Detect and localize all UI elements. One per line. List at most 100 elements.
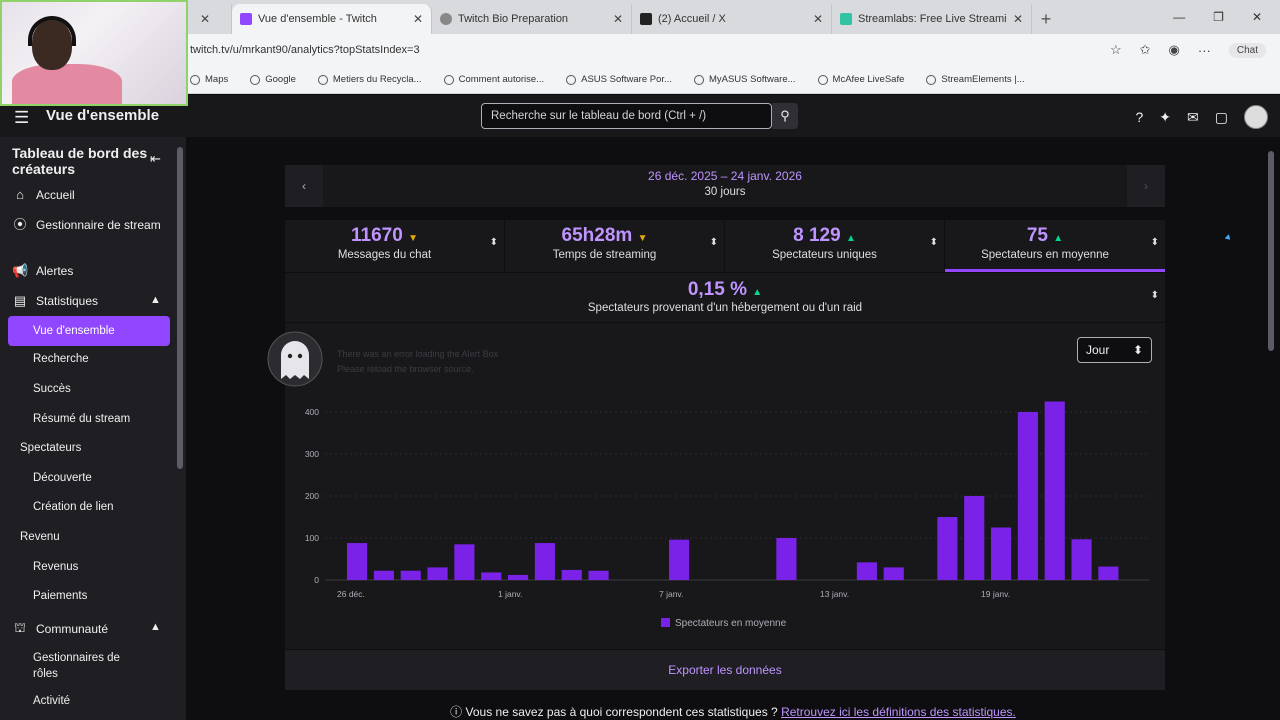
favorites-icon[interactable]: ✩ xyxy=(1139,42,1151,57)
help-icon[interactable]: ? xyxy=(1135,109,1144,125)
bookmark-item[interactable]: McAfee LiveSafe xyxy=(817,74,904,85)
chart-bar[interactable] xyxy=(508,574,529,580)
sidebar-item-accueil[interactable]: ⌂ Accueil xyxy=(12,187,170,202)
chart-bar[interactable] xyxy=(937,517,958,580)
stat-card-average-viewers[interactable]: 75 ▲ Spectateurs en moyenne ⬍ xyxy=(945,220,1165,272)
chart-bar[interactable] xyxy=(400,570,421,580)
sidebar-item-revenus[interactable]: Revenus xyxy=(33,561,79,573)
previous-period-button[interactable]: ‹ xyxy=(285,165,323,207)
stat-card-hosts-raids[interactable]: 0,15 % ▲ Spectateurs provenant d'un hébe… xyxy=(285,272,1165,322)
chart-bar[interactable] xyxy=(481,572,502,580)
close-icon[interactable]: ✕ xyxy=(1012,12,1023,26)
browser-tab-1[interactable]: Vue d'ensemble - Twitch ✕ xyxy=(232,4,432,34)
chart-bar[interactable] xyxy=(454,544,475,580)
chart-bar[interactable] xyxy=(561,569,582,580)
avatar[interactable] xyxy=(1244,105,1268,129)
minimize-icon[interactable]: — xyxy=(1173,10,1186,24)
chart-bar[interactable] xyxy=(856,562,877,580)
ghost-icon xyxy=(267,331,323,387)
chart-bar[interactable] xyxy=(776,538,797,580)
bookmark-item[interactable]: MyASUS Software... xyxy=(693,74,796,85)
stat-card-stream-time[interactable]: 65h28m ▼ Temps de streaming ⬍ xyxy=(505,220,725,272)
sidebar-item-recherche[interactable]: Recherche xyxy=(33,353,89,365)
browser-tab-0[interactable]: ✕ xyxy=(0,4,232,34)
chart-bar[interactable] xyxy=(1098,566,1119,580)
sidebar-item-statistiques[interactable]: ▤ Statistiques xyxy=(12,293,170,309)
sidebar-scrollbar[interactable] xyxy=(177,147,183,469)
chart-bar[interactable] xyxy=(1071,539,1092,580)
creator-tools-icon[interactable]: ✦ xyxy=(1159,108,1172,125)
chart-bar[interactable] xyxy=(669,539,690,580)
url-field[interactable]: twitch.tv/u/mrkant90/analytics?topStatsI… xyxy=(190,44,420,56)
main-scrollbar[interactable] xyxy=(1268,151,1274,351)
next-period-button[interactable]: › xyxy=(1127,165,1165,207)
chart-bar[interactable] xyxy=(427,567,448,580)
copilot-chat-button[interactable]: Chat xyxy=(1228,42,1266,58)
stats-definitions-link[interactable]: Retrouvez ici les définitions des statis… xyxy=(781,705,1016,719)
sidebar-item-succes[interactable]: Succès xyxy=(33,383,71,395)
stat-card-chat-messages[interactable]: 11670 ▼ Messages du chat ⬍ xyxy=(285,220,505,272)
whispers-icon[interactable]: ▢ xyxy=(1214,108,1228,125)
chart-bar[interactable] xyxy=(347,543,368,580)
sidebar-item-roles[interactable]: Gestionnaires de rôles xyxy=(33,652,120,680)
chart-bar[interactable] xyxy=(1044,401,1065,581)
bookmark-item[interactable]: StreamElements |... xyxy=(926,74,1025,85)
sort-icon[interactable]: ⬍ xyxy=(489,237,498,248)
chart-bar[interactable] xyxy=(373,570,394,580)
sidebar-item-activite[interactable]: Activité xyxy=(33,695,71,707)
close-icon[interactable]: ✕ xyxy=(200,12,211,26)
dashboard-search-input[interactable] xyxy=(481,103,772,129)
sort-icon[interactable]: ⬍ xyxy=(929,237,938,248)
sidebar-item-creation-lien[interactable]: Création de lien xyxy=(33,501,114,513)
sort-icon[interactable]: ⬍ xyxy=(709,237,718,248)
chart-bar[interactable] xyxy=(1017,412,1038,580)
collapse-sidebar-icon[interactable]: ⇤ xyxy=(150,151,161,166)
page-title: Vue d'ensemble xyxy=(46,107,160,124)
sidebar-item-vue-ensemble[interactable]: Vue d'ensemble xyxy=(8,316,170,346)
close-window-icon[interactable]: ✕ xyxy=(1251,10,1262,24)
chart-bar[interactable] xyxy=(991,527,1012,581)
sidebar-item-stream-manager[interactable]: ⦿ Gestionnaire de stream xyxy=(12,217,170,233)
bookmark-item[interactable]: Maps xyxy=(190,74,228,85)
sidebar-item-paiements[interactable]: Paiements xyxy=(33,590,88,602)
maximize-icon[interactable]: ❐ xyxy=(1213,10,1224,24)
close-icon[interactable]: ✕ xyxy=(612,12,623,26)
close-icon[interactable]: ✕ xyxy=(412,12,423,26)
chart-bar[interactable] xyxy=(534,543,555,580)
address-bar: twitch.tv/u/mrkant90/analytics?topStatsI… xyxy=(0,34,1280,66)
bookmark-item[interactable]: Metiers du Recycla... xyxy=(317,74,422,85)
sort-icon[interactable]: ⬍ xyxy=(1150,237,1159,248)
browser-tab-3[interactable]: (2) Accueil / X ✕ xyxy=(632,4,832,34)
profile-icon[interactable]: ◉ xyxy=(1168,42,1180,57)
chevron-up-icon[interactable]: ▲ xyxy=(150,621,161,633)
sidebar-group-spectateurs[interactable]: Spectateurs xyxy=(20,442,82,454)
bookmark-item[interactable]: ASUS Software Por... xyxy=(566,74,672,85)
stat-card-unique-viewers[interactable]: 8 129 ▲ Spectateurs uniques ⬍ xyxy=(725,220,945,272)
search-icon[interactable]: ⚲ xyxy=(772,103,798,129)
sort-icon[interactable]: ⬍ xyxy=(1150,290,1159,301)
chart-bar[interactable] xyxy=(964,496,985,580)
chart-bar[interactable] xyxy=(588,570,609,580)
chevron-up-icon[interactable]: ▲ xyxy=(150,294,161,306)
date-range-label[interactable]: 26 déc. 2025 – 24 janv. 2026 xyxy=(648,169,802,183)
hamburger-menu-icon[interactable]: ☰ xyxy=(14,108,30,127)
browser-tab-4[interactable]: Streamlabs: Free Live Streaming & ✕ xyxy=(832,4,1032,34)
inbox-icon[interactable]: ✉ xyxy=(1187,108,1199,125)
export-data-button[interactable]: Exporter les données xyxy=(285,650,1165,690)
sidebar-item-alertes[interactable]: 📢 Alertes xyxy=(12,263,170,279)
legend-label: Spectateurs en moyenne xyxy=(675,618,787,629)
bookmark-item[interactable]: Comment autorise... xyxy=(443,74,544,85)
interval-select[interactable]: Jour ⬍ xyxy=(1077,337,1152,363)
browser-tab-2[interactable]: Twitch Bio Preparation ✕ xyxy=(432,4,632,34)
sidebar-group-revenu[interactable]: Revenu xyxy=(20,531,60,543)
sidebar-item-resume[interactable]: Résumé du stream xyxy=(33,413,131,425)
bookmark-item[interactable]: Google xyxy=(250,74,296,85)
close-icon[interactable]: ✕ xyxy=(812,12,823,26)
sidebar-item-communaute[interactable]: ⛫ Communauté xyxy=(12,620,170,638)
new-tab-button[interactable]: + xyxy=(1040,8,1052,29)
chart-bar[interactable] xyxy=(883,567,904,580)
sidebar-item-decouverte[interactable]: Découverte xyxy=(33,472,92,484)
more-icon[interactable]: ··· xyxy=(1197,42,1211,58)
twitch-icon xyxy=(443,74,454,85)
star-icon[interactable]: ☆ xyxy=(1109,42,1122,57)
